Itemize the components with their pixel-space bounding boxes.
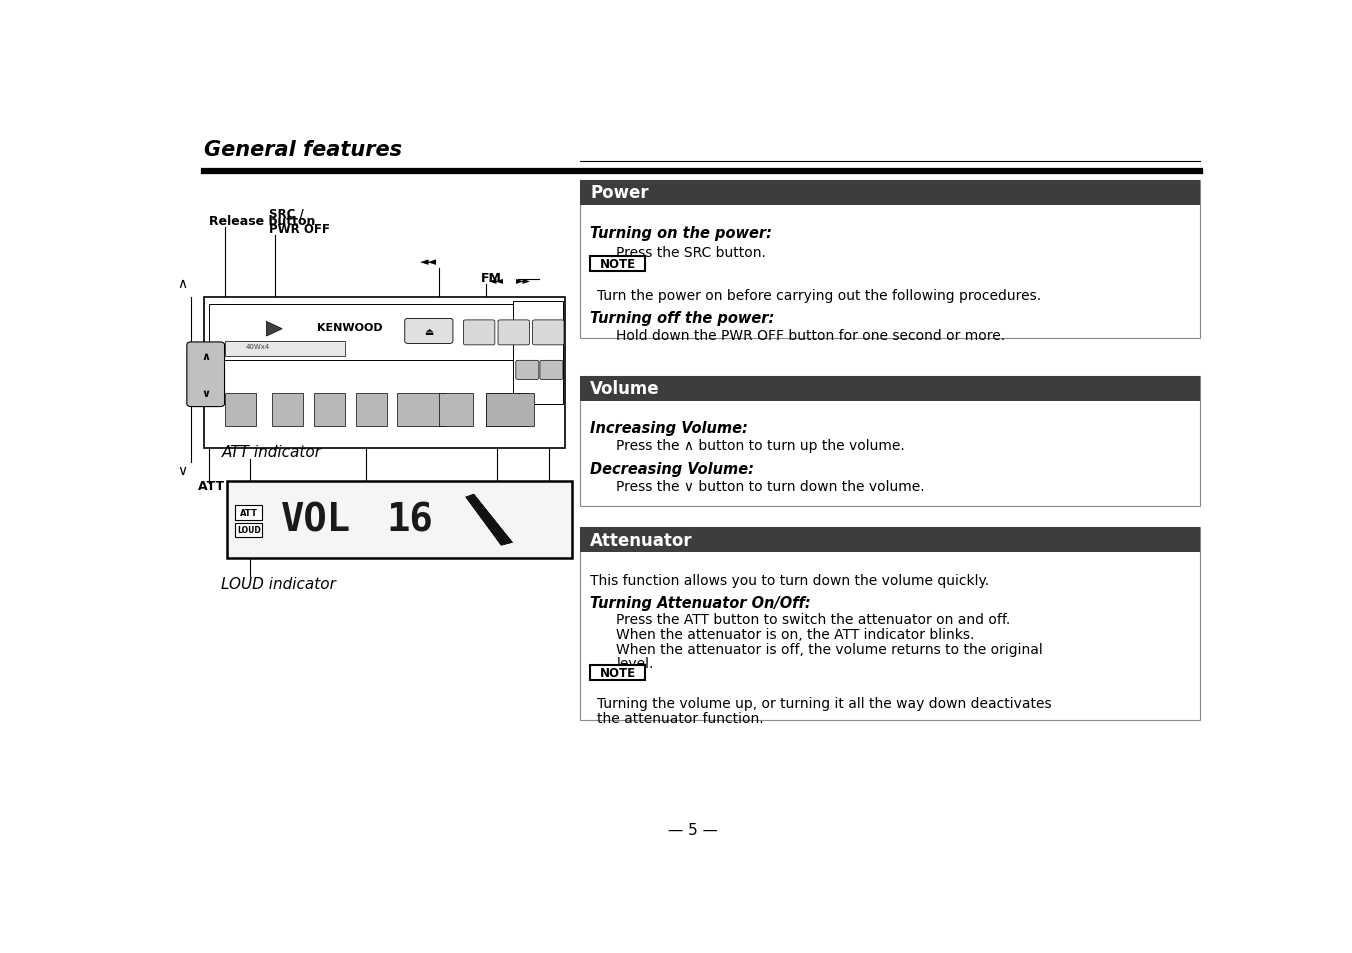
Text: ⏏: ⏏	[425, 327, 434, 336]
Text: When the attenuator is on, the ATT indicator blinks.: When the attenuator is on, the ATT indic…	[617, 627, 975, 641]
Bar	[204, 298, 565, 448]
Text: NOTE: NOTE	[599, 257, 635, 271]
Bar	[439, 394, 473, 426]
FancyBboxPatch shape	[516, 361, 539, 380]
Text: When the attenuator is off, the volume returns to the original: When the attenuator is off, the volume r…	[617, 642, 1044, 656]
FancyBboxPatch shape	[533, 320, 564, 346]
Text: AM: AM	[538, 479, 560, 493]
FancyBboxPatch shape	[404, 319, 453, 344]
Text: Press the ∧ button to turn up the volume.: Press the ∧ button to turn up the volume…	[617, 438, 904, 453]
Bar	[591, 256, 645, 272]
Bar	[580, 376, 1201, 401]
Text: SRC /
PWR OFF: SRC / PWR OFF	[269, 208, 330, 235]
Polygon shape	[266, 322, 283, 336]
Text: — 5 —: — 5 —	[668, 822, 718, 838]
Text: Turning the volume up, or turning it all the way down deactivates: Turning the volume up, or turning it all…	[596, 697, 1051, 710]
Text: Decreasing Volume:: Decreasing Volume:	[591, 461, 754, 476]
Bar	[224, 342, 345, 356]
Text: ∨: ∨	[201, 388, 210, 398]
Text: Power: Power	[591, 184, 649, 202]
Text: Attenuator: Attenuator	[591, 531, 692, 549]
Text: ∧: ∧	[201, 352, 210, 361]
Text: AUD: AUD	[483, 479, 511, 493]
FancyBboxPatch shape	[464, 320, 495, 346]
Bar	[580, 528, 1201, 553]
Bar	[580, 528, 1201, 720]
Text: the attenuator function.: the attenuator function.	[596, 711, 763, 725]
Text: Hold down the PWR OFF button for one second or more.: Hold down the PWR OFF button for one sec…	[617, 329, 1006, 343]
Text: LOUD: LOUD	[237, 526, 261, 535]
FancyBboxPatch shape	[187, 342, 224, 407]
Bar	[227, 481, 572, 558]
Text: Press the SRC button.: Press the SRC button.	[617, 246, 767, 260]
Text: ◄◄: ◄◄	[420, 257, 437, 267]
FancyBboxPatch shape	[539, 361, 562, 380]
Text: ◄◄: ◄◄	[489, 274, 504, 285]
Bar	[580, 180, 1201, 338]
Bar	[397, 394, 445, 426]
Bar	[580, 376, 1201, 507]
Bar	[487, 394, 529, 426]
Text: Volume: Volume	[591, 380, 660, 397]
Bar	[591, 665, 645, 680]
FancyBboxPatch shape	[498, 320, 530, 346]
Text: Increasing Volume:: Increasing Volume:	[591, 420, 748, 436]
Text: Turning off the power:: Turning off the power:	[591, 311, 775, 325]
Polygon shape	[465, 495, 512, 546]
Text: General features: General features	[204, 140, 402, 160]
Bar	[208, 305, 560, 360]
Text: Press the ATT button to switch the attenuator on and off.: Press the ATT button to switch the atten…	[617, 613, 1011, 627]
Text: #1 ~ 5: #1 ~ 5	[342, 479, 389, 493]
Text: ATT indicator: ATT indicator	[222, 444, 322, 459]
Text: ∧: ∧	[177, 276, 188, 291]
Polygon shape	[465, 495, 512, 546]
Text: level.: level.	[617, 657, 654, 671]
Text: Turn the power on before carrying out the following procedures.: Turn the power on before carrying out th…	[596, 288, 1041, 302]
Bar	[272, 394, 303, 426]
Bar	[235, 523, 262, 537]
Bar	[512, 301, 562, 404]
Polygon shape	[465, 495, 512, 546]
Text: Press the ∨ button to turn down the volume.: Press the ∨ button to turn down the volu…	[617, 479, 925, 494]
Bar	[235, 505, 262, 520]
Text: KENWOOD: KENWOOD	[318, 322, 383, 333]
Text: Turning Attenuator On/Off:: Turning Attenuator On/Off:	[591, 595, 811, 610]
Polygon shape	[465, 495, 512, 546]
Bar	[580, 180, 1201, 205]
Bar	[224, 394, 256, 426]
Polygon shape	[465, 495, 512, 546]
Text: ATT: ATT	[239, 508, 258, 517]
Text: Turning on the power:: Turning on the power:	[591, 226, 772, 241]
Text: 16: 16	[387, 501, 434, 539]
Bar	[314, 394, 345, 426]
Text: VOL: VOL	[281, 501, 350, 539]
Text: ►►: ►►	[515, 274, 530, 285]
Text: FM: FM	[481, 272, 502, 285]
Text: LOUD indicator: LOUD indicator	[222, 577, 337, 592]
Text: ∨: ∨	[177, 463, 188, 477]
Text: 40Wx4: 40Wx4	[246, 344, 270, 350]
Text: NOTE: NOTE	[599, 666, 635, 679]
Text: ATT / LOUD: ATT / LOUD	[199, 479, 276, 493]
Text: Release button: Release button	[208, 215, 315, 228]
Bar	[356, 394, 387, 426]
Bar	[487, 394, 534, 426]
Text: This function allows you to turn down the volume quickly.: This function allows you to turn down th…	[591, 573, 990, 587]
